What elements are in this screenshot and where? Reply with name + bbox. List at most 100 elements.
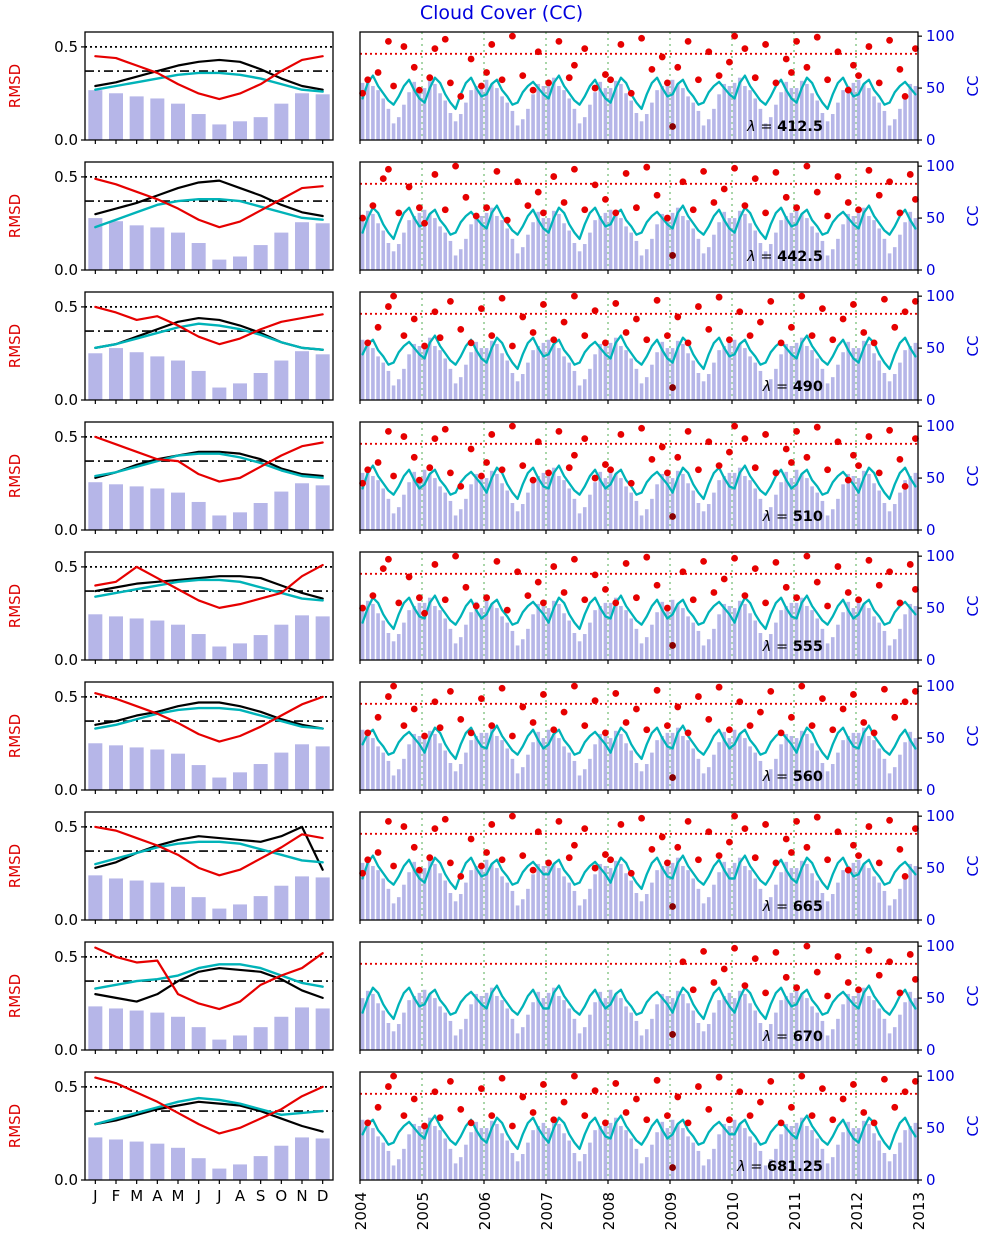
cc-bar: [706, 247, 711, 270]
cc-scatter-dot: [886, 426, 893, 434]
cc-bar: [391, 1031, 396, 1050]
cc-bar: [624, 610, 628, 660]
cc-bar: [619, 346, 623, 400]
cc-scatter-dot: [431, 171, 439, 178]
cc-bar: [748, 480, 752, 530]
cc-bar: [402, 622, 406, 660]
cc-scatter-dot: [803, 552, 811, 560]
cc-bar: [686, 740, 690, 790]
cc-bar: [443, 358, 448, 400]
cc-bar: [665, 348, 670, 400]
cc-bar: [598, 733, 603, 790]
cc-bar: [624, 1130, 628, 1180]
cc-bar: [789, 212, 794, 270]
cc-bar: [743, 476, 747, 530]
cc-bar: [675, 857, 680, 920]
cc-scatter-dot: [881, 295, 888, 303]
cc-bar: [417, 602, 422, 660]
cc-scatter-dot: [602, 461, 609, 468]
cc-scatter-dot: [431, 825, 439, 833]
cc-bar: [799, 337, 804, 400]
cc-tick-label: 100: [926, 547, 955, 565]
cc-scatter-dot: [824, 466, 831, 474]
cc-bar: [892, 119, 897, 140]
cc-bar: [794, 469, 799, 530]
cc-scatter-dot: [385, 693, 392, 700]
cc-scatter-dot: [359, 869, 366, 877]
cc-bar: [613, 337, 618, 400]
cc-bar: [660, 86, 665, 140]
cc-bar: [753, 98, 758, 140]
cc-bar: [872, 740, 876, 790]
rmsd-red-line: [94, 946, 324, 1011]
cc-bar: [706, 1024, 711, 1050]
cc-scatter-dot: [364, 466, 372, 474]
cc-bar: [500, 876, 504, 920]
cc-bar: [805, 83, 809, 140]
cc-scatter-dot: [896, 599, 904, 607]
cc-bar: [129, 747, 144, 790]
panel-frame: [359, 811, 919, 921]
cc-bar: [779, 92, 783, 140]
cc-bar: [872, 483, 876, 530]
cc-bar: [402, 1012, 406, 1050]
cc-bar: [722, 346, 727, 400]
cc-bar: [526, 234, 530, 270]
cc-bar: [624, 350, 628, 400]
cc-bar: [655, 870, 659, 920]
cc-bar: [779, 354, 783, 400]
cc-bar: [464, 1144, 468, 1180]
cc-timeseries-bars: [360, 1117, 918, 1180]
cc-cyan-climatology-line: [94, 840, 324, 866]
cc-bar: [825, 121, 830, 140]
cc-scatter-dot: [653, 191, 661, 199]
cc-scatter-dot: [591, 697, 599, 705]
cc-bar: [443, 1012, 448, 1050]
rmsd-tick-label: 0.5: [54, 428, 78, 446]
cc-bar: [489, 207, 494, 270]
cc-bar: [505, 622, 510, 660]
cc-bar: [577, 641, 582, 660]
cc-bar: [212, 515, 227, 530]
cc-bar: [758, 108, 763, 140]
cc-timeseries-bars: [360, 337, 918, 400]
cc-bar: [376, 1003, 380, 1050]
cc-bar: [836, 752, 840, 790]
cc-timeseries-bars: [360, 77, 918, 140]
cc-scatter-dot: [875, 971, 883, 979]
cc-bar: [701, 1165, 706, 1180]
cc-bar: [572, 243, 577, 270]
cc-scatter-dot: [390, 862, 397, 870]
cc-scatter-dot: [726, 838, 733, 846]
cc-scatter-dot: [731, 944, 738, 952]
cc-scatter-dot: [777, 1119, 785, 1127]
cc-scatter-dot: [431, 308, 439, 316]
cc-bar: [717, 480, 721, 530]
cc-bar: [675, 83, 680, 140]
cc-bar: [412, 861, 417, 920]
cc-scatter-dot: [467, 339, 475, 347]
cc-scatter-dot: [875, 469, 883, 477]
panel-frame: [84, 941, 334, 1051]
cc-bar: [479, 216, 484, 270]
cc-bar: [805, 218, 809, 270]
cc-tick-label: 0: [926, 261, 936, 279]
cc-bar: [526, 628, 530, 660]
cc-bar: [253, 503, 268, 530]
cc-bar: [479, 348, 484, 400]
cc-bar: [484, 599, 489, 660]
cc-bar: [546, 992, 551, 1050]
cc-scatter-dot: [627, 479, 635, 487]
cc-scatter-dot: [689, 596, 697, 604]
cc-bar: [274, 624, 289, 660]
cc-bar: [536, 863, 541, 920]
lambda-label: λ = 442.5: [746, 249, 823, 265]
cc-bar: [841, 870, 845, 920]
cc-bar: [665, 1128, 670, 1180]
cc-bar: [634, 240, 639, 270]
year-tick-label: 2009: [662, 1192, 680, 1230]
cc-scatter-dot: [622, 170, 630, 177]
cc-scatter-dot: [813, 578, 821, 586]
cc-bar: [872, 1133, 876, 1180]
cc-scatter-dot: [772, 469, 780, 477]
